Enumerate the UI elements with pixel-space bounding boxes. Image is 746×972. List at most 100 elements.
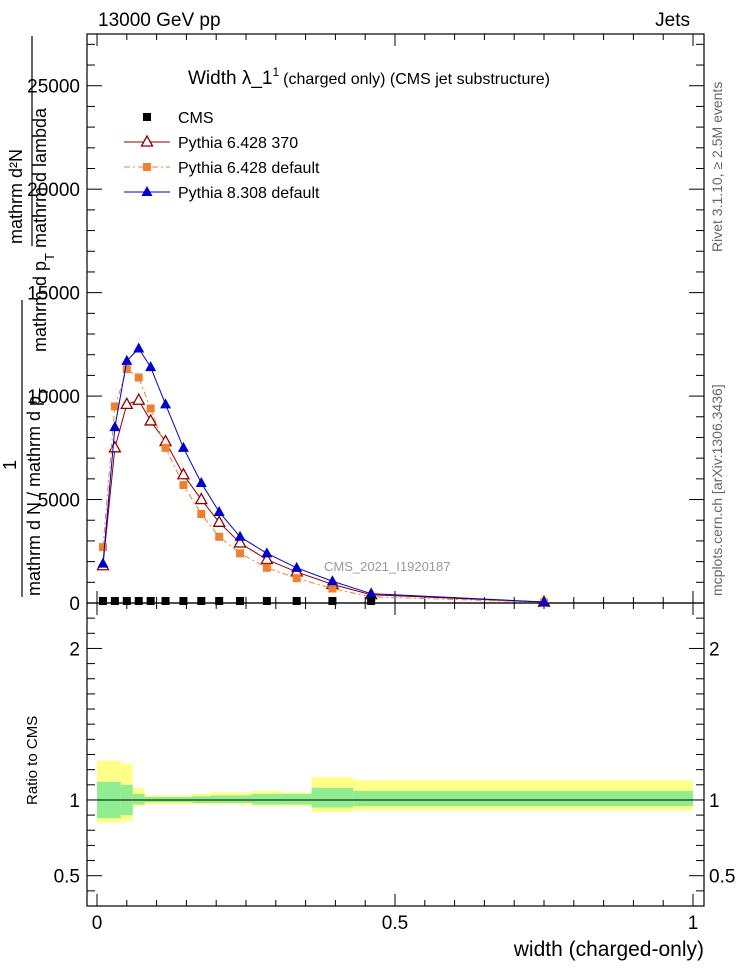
cms-point — [98, 597, 107, 605]
svg-text:1: 1 — [0, 460, 20, 470]
legend-marker — [143, 113, 151, 121]
series-point-2 — [365, 587, 377, 598]
y-tick-label: 5000 — [38, 491, 80, 512]
cms-point — [146, 597, 155, 605]
ratio-tick-label: 1 — [69, 791, 80, 812]
cms-point — [110, 597, 119, 605]
header-right: Jets — [655, 10, 690, 31]
series-cms — [98, 597, 376, 605]
series-point-1 — [197, 510, 206, 519]
legend: CMS Pythia 6.428 370 Pythia 6.428 default P… — [124, 110, 320, 202]
series-point-1 — [179, 481, 188, 490]
side-label-mcplots: mcplots.cern.ch [arXiv:1306.3436] — [709, 384, 725, 596]
cms-point — [328, 597, 337, 605]
x-tick-label: 1 — [688, 913, 699, 934]
series-point-1 — [292, 574, 301, 583]
series-point-2 — [177, 441, 189, 452]
ratio-tick-label-right: 0.5 — [709, 867, 735, 888]
legend-label: Pythia 6.428 370 — [178, 135, 298, 152]
legend-marker — [141, 186, 153, 196]
svg-text:mathrm d pT mathrm d lambda: mathrm d pT mathrm d lambda — [30, 107, 57, 352]
series-point-2 — [326, 575, 338, 586]
y-tick-label: 15000 — [27, 284, 80, 305]
x-tick-label: 0 — [92, 913, 103, 934]
series-point-1 — [328, 584, 337, 593]
series-point-2 — [160, 398, 172, 409]
y-tick-label: 0 — [69, 594, 80, 615]
series-layer — [96, 342, 551, 607]
series-point-0 — [260, 552, 274, 565]
cms-point — [292, 597, 301, 605]
series-point-0 — [194, 492, 208, 505]
series-point-1 — [110, 402, 119, 411]
legend-label: Pythia 6.428 default — [178, 160, 320, 177]
y-tick-label: 25000 — [27, 77, 80, 98]
ratio-band-green-7 — [281, 793, 312, 805]
cms-point — [161, 597, 170, 605]
ratio-band-green-6 — [251, 793, 282, 805]
series-point-2 — [97, 557, 109, 568]
series-point-1 — [161, 443, 170, 452]
series-point-2 — [145, 361, 157, 372]
series-point-2 — [133, 342, 145, 353]
side-label-rivet: Rivet 3.1.10, ≥ 2.5M events — [709, 82, 725, 252]
svg-text:mathrm d²N: mathrm d²N — [6, 149, 26, 244]
series-point-0 — [144, 413, 158, 426]
y-tick-label: 10000 — [27, 387, 80, 408]
series-point-0 — [176, 467, 191, 480]
ratio-tick-label: 0.5 — [54, 867, 80, 888]
series-point-2 — [213, 505, 225, 516]
cms-point — [122, 597, 131, 605]
legend-marker — [143, 163, 151, 171]
cms-point — [367, 597, 376, 605]
ratio-bands — [97, 760, 693, 823]
series-point-1 — [262, 563, 271, 572]
cms-point — [179, 597, 188, 605]
cms-point — [215, 597, 224, 605]
series-point-2 — [291, 561, 303, 572]
legend-item-3: Pythia 8.308 default — [124, 185, 320, 202]
ratio-tick-label-right: 1 — [709, 791, 720, 812]
series-point-0 — [120, 397, 134, 410]
lower-plot-frame — [86, 602, 705, 907]
series-point-1 — [236, 549, 245, 558]
y-tick-label: 20000 — [27, 180, 80, 201]
legend-label: Pythia 8.308 default — [178, 185, 320, 202]
cms-point — [262, 597, 271, 605]
legend-marker — [140, 134, 154, 147]
cms-point — [236, 597, 245, 605]
series-point-1 — [98, 543, 107, 552]
header-left: 13000 GeV pp — [98, 10, 221, 31]
axis-ticks: 0 0.5 1 0 5000 10000 15000 20000 25000 0.5 0.5 1 1 2 2 — [27, 34, 735, 934]
series-point-2 — [195, 476, 207, 487]
series-point-2 — [109, 421, 121, 432]
legend-label: CMS — [178, 110, 214, 127]
series-0 — [96, 392, 551, 607]
watermark: CMS_2021_I1920187 — [324, 559, 451, 574]
series-point-2 — [234, 530, 246, 541]
series-point-1 — [146, 404, 155, 413]
legend-item-2: Pythia 6.428 default — [124, 160, 320, 177]
legend-item-0: CMS — [143, 110, 214, 127]
y-axis-label-upper: mathrm d²N mathrm d pT mathrm d lambda 1… — [0, 36, 57, 597]
ratio-band-green-8 — [311, 787, 354, 808]
legend-item-1: Pythia 6.428 370 — [124, 134, 298, 152]
series-point-1 — [134, 373, 143, 382]
cms-point — [134, 597, 143, 605]
series-point-0 — [132, 392, 146, 405]
ratio-tick-label: 2 — [69, 639, 80, 660]
x-axis-label: width (charged-only) — [513, 938, 704, 961]
ratio-band-green-9 — [353, 790, 693, 807]
series-point-1 — [215, 532, 224, 541]
series-point-2 — [538, 595, 550, 606]
series-point-0 — [233, 535, 247, 548]
ratio-band-green-2 — [132, 793, 145, 805]
ratio-band-green-5 — [210, 795, 252, 803]
series-point-2 — [261, 547, 273, 558]
ratio-tick-label-right: 2 — [709, 639, 720, 660]
series-point-0 — [108, 440, 122, 453]
series-point-2 — [121, 354, 133, 365]
x-tick-label: 0.5 — [382, 913, 408, 934]
series-2 — [97, 342, 550, 606]
